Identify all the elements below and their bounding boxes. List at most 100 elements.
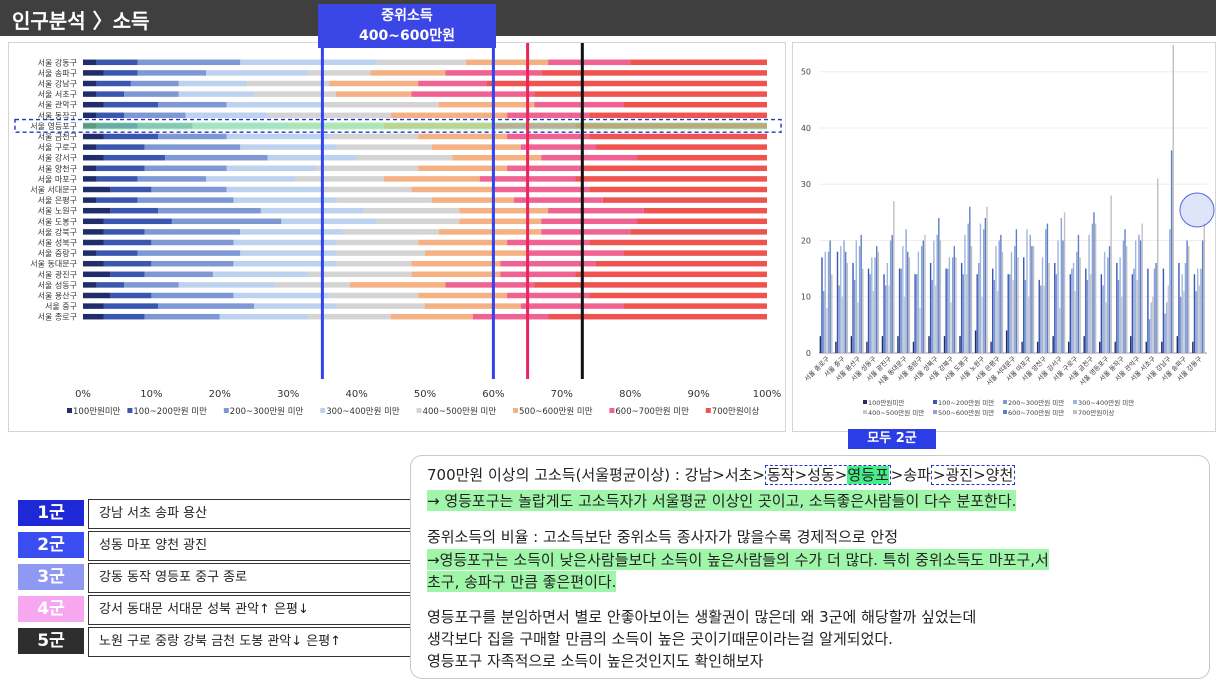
grouped-bar: [1134, 240, 1137, 353]
grouped-bar: [984, 217, 987, 353]
grouped-bar: [934, 285, 937, 353]
grouped-bar: [1088, 234, 1090, 353]
grouped-bar: [1170, 150, 1173, 353]
grouped-bar: [1102, 285, 1104, 353]
grouped-bar: [889, 240, 892, 353]
x-tick-label: 90%: [687, 389, 709, 400]
category-label: 서울 관악구: [38, 100, 77, 110]
bar-segment: [637, 218, 767, 225]
grouped-bar: [1172, 45, 1174, 353]
bar-segment: [240, 229, 343, 235]
grouped-bar: [908, 257, 911, 353]
legend-swatch: [127, 408, 133, 413]
bar-segment: [103, 101, 159, 108]
bar-segment: [336, 197, 432, 203]
grouped-bar: [979, 223, 982, 353]
grouped-bar: [1085, 268, 1087, 353]
bar-segment: [83, 303, 104, 309]
bar-segment: [83, 282, 97, 288]
legend-swatch: [223, 408, 229, 413]
legend-label: 500~600만원 미만: [938, 408, 994, 417]
bar-segment: [144, 165, 227, 172]
grouped-bar: [846, 262, 848, 353]
bar-segment: [459, 218, 542, 225]
bar-segment: [575, 271, 767, 278]
bar-segment: [349, 282, 446, 288]
bar-segment: [96, 91, 125, 97]
bar-segment: [342, 229, 439, 235]
grouped-bar: [835, 341, 837, 353]
bar-segment: [83, 313, 104, 320]
grouped-bar: [1014, 246, 1016, 353]
group-members: 강동 동작 영등포 중구 종로: [88, 563, 412, 593]
bar-segment: [83, 70, 104, 76]
bar-segment: [630, 59, 767, 66]
bar-segment: [267, 154, 357, 161]
highlight-fill: [83, 122, 767, 130]
bar-segment: [233, 260, 337, 267]
stacked-bar-chart-panel: 0% 10% 20% 30% 40% 50% 60% 70% 80% 90% 100% 서울 강동구 서…: [8, 39, 786, 432]
bar-segment: [411, 186, 494, 193]
group-members: 성동 마포 양천 광진: [88, 531, 412, 561]
bar-segment: [83, 80, 97, 87]
bar-segment: [370, 70, 446, 76]
group-badge: 1군: [18, 500, 84, 526]
grouped-bar: [1117, 279, 1120, 353]
grouped-bar: [893, 201, 895, 353]
grouped-bar: [960, 262, 963, 353]
highlight-circle: [1179, 192, 1215, 228]
bar-segment: [507, 239, 590, 246]
grouped-bar: [862, 268, 864, 353]
bar-segment: [336, 239, 419, 246]
note-line-1d: >송파: [890, 466, 931, 484]
grouped-bar: [1045, 229, 1047, 353]
bar-segment: [178, 91, 254, 97]
grouped-bar: [1100, 274, 1103, 353]
grouped-bar: [983, 229, 985, 353]
group-legend-list: 1군 강남 서초 송파 용산 2군 성동 마포 양천 광진 3군 강동 동작 영등포 중구…: [18, 497, 412, 657]
grouped-bar: [943, 336, 946, 353]
x-tick-label: 80%: [619, 389, 641, 400]
note-line-7: 생각보다 집을 구매할 만큼의 소득이 높은 곳이기때문이라는걸 알게되었다.: [427, 630, 893, 648]
bar-segment: [507, 112, 590, 119]
grouped-bar: [1094, 223, 1097, 353]
bar-segment: [158, 101, 227, 108]
grouped-bar: [900, 268, 902, 353]
grouped-bar: [1108, 246, 1111, 353]
bar-segment: [165, 154, 268, 161]
grouped-bar: [1167, 285, 1170, 353]
bar-segment: [493, 186, 590, 193]
grouped-bar: [1067, 341, 1070, 353]
grouped-bar: [969, 206, 971, 353]
grouped-bar: [919, 307, 921, 353]
bar-segment: [110, 186, 152, 193]
legend-label: 600~700만원 미만: [1008, 408, 1064, 417]
grouped-bar: [1007, 274, 1009, 353]
bar-segment: [103, 303, 159, 309]
legend-swatch: [416, 408, 422, 413]
grouped-bar: [1178, 262, 1180, 353]
grouped-bar: [1090, 274, 1092, 353]
bar-segment: [281, 218, 378, 225]
grouped-bar: [1083, 336, 1085, 353]
grouped-bar: [922, 240, 924, 353]
grouped-bar: [981, 296, 983, 353]
bar-segment: [83, 218, 104, 225]
category-label: 서울 양천구: [38, 163, 77, 173]
bar-segment: [219, 313, 309, 320]
group-row: 2군 성동 마포 양천 광진: [18, 529, 412, 561]
bar-segment: [575, 176, 767, 182]
grouped-bar: [886, 262, 889, 353]
grouped-bar: [843, 240, 845, 353]
legend-label: 300~400만원 미만: [1078, 398, 1134, 407]
bar-segment: [144, 144, 241, 150]
bar-segment: [206, 70, 309, 76]
bar-segment: [507, 165, 583, 172]
bar-segment: [226, 165, 316, 172]
bar-segment: [83, 59, 97, 66]
grouped-bar: [852, 262, 854, 353]
bar-segment: [295, 176, 384, 182]
bar-segment: [96, 250, 138, 256]
legend-swatch: [1003, 410, 1007, 414]
bar-segment: [144, 313, 220, 320]
